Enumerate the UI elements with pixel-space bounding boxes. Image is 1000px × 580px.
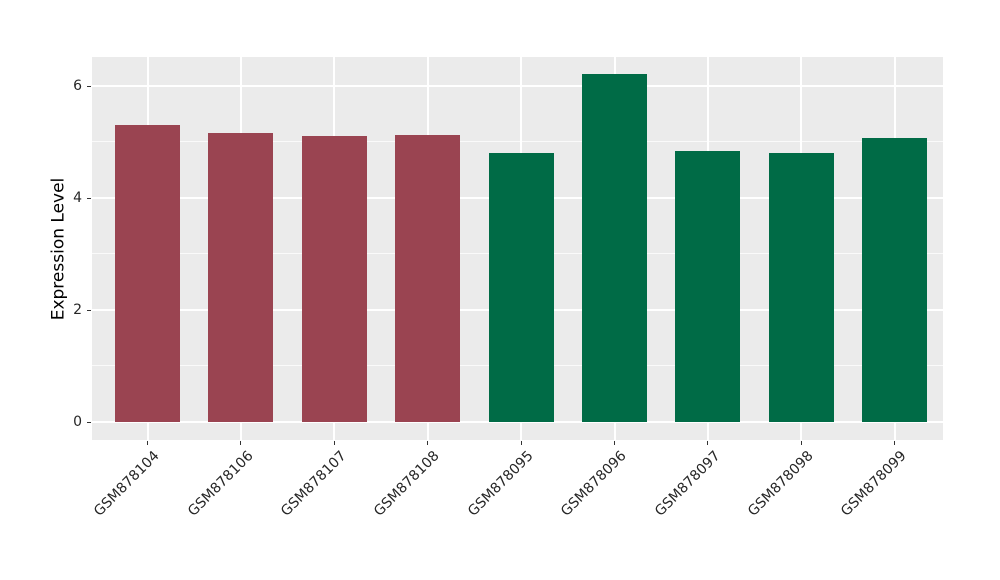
bar-GSM878097 [675, 150, 741, 422]
x-tick-mark [894, 441, 896, 445]
y-tick-label: 2 [73, 302, 82, 318]
x-tick-label-text: GSM878095 [464, 448, 537, 520]
bar-GSM878095 [488, 153, 554, 422]
x-tick-label-text: GSM878096 [558, 448, 630, 520]
y-tick-label: 6 [73, 78, 82, 94]
y-tick-mark [87, 85, 91, 87]
x-tick-label-text: GSM878107 [278, 448, 350, 520]
x-tick-mark [240, 441, 242, 445]
y-tick-mark [87, 421, 91, 423]
y-tick-label: 0 [73, 414, 82, 430]
x-tick-label-text: GSM878099 [838, 448, 911, 520]
x-tick-mark [520, 441, 522, 445]
bar-GSM878098 [768, 152, 834, 422]
gridline-horizontal-minor [92, 141, 943, 142]
y-tick-mark [87, 309, 91, 311]
bar-GSM878106 [208, 133, 274, 422]
x-tick-mark [427, 441, 429, 445]
x-tick-label-text: GSM878104 [91, 448, 163, 520]
gridline-horizontal-major [92, 421, 943, 423]
bar-GSM878099 [862, 138, 928, 422]
y-tick-mark [87, 197, 91, 199]
gridline-horizontal-major [92, 85, 943, 87]
bar-GSM878104 [115, 125, 180, 422]
y-tick-label: 4 [73, 190, 82, 206]
x-tick-label-text: GSM878106 [184, 448, 257, 520]
x-tick-mark [147, 441, 148, 445]
x-tick-mark [333, 441, 335, 445]
x-tick-mark [707, 441, 709, 445]
x-tick-label-text: GSM878108 [371, 448, 444, 520]
bar-GSM878096 [582, 74, 647, 422]
bar-GSM878107 [301, 136, 367, 422]
x-tick-label-text: GSM878097 [651, 448, 724, 520]
x-tick-label-text: GSM878098 [745, 448, 817, 520]
y-axis-title: Expression Level [42, 57, 74, 440]
x-tick-mark [800, 441, 802, 445]
plot-panel [92, 57, 943, 440]
x-tick-mark [614, 441, 615, 445]
bar-GSM878108 [395, 135, 461, 422]
